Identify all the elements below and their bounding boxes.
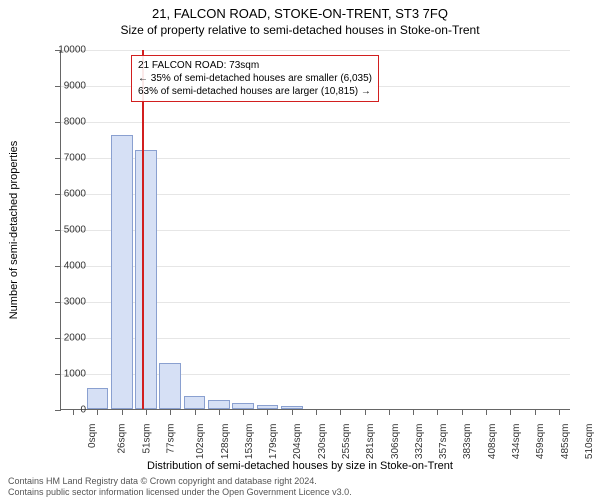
x-tick [316, 409, 317, 415]
x-tick-label: 26sqm [117, 424, 128, 454]
x-tick-label: 255sqm [341, 424, 352, 460]
bar [159, 363, 181, 409]
x-tick-label: 281sqm [365, 424, 376, 460]
marker-line [142, 50, 144, 409]
grid-line [61, 122, 570, 123]
chart-title: 21, FALCON ROAD, STOKE-ON-TRENT, ST3 7FQ [0, 0, 600, 21]
y-tick-label: 4000 [64, 261, 86, 272]
y-tick-label: 8000 [64, 117, 86, 128]
x-tick-label: 204sqm [293, 424, 304, 460]
grid-line [61, 50, 570, 51]
x-tick-label: 179sqm [268, 424, 279, 460]
y-tick [55, 374, 61, 375]
x-tick [437, 409, 438, 415]
info-line-1: 21 FALCON ROAD: 73sqm [138, 59, 372, 72]
x-tick-label: 0sqm [87, 424, 98, 448]
y-tick [55, 410, 61, 411]
plot-area: 21 FALCON ROAD: 73sqm← 35% of semi-detac… [60, 50, 570, 410]
x-tick [292, 409, 293, 415]
y-tick-label: 10000 [58, 45, 86, 56]
x-tick-label: 153sqm [244, 424, 255, 460]
bar [184, 396, 206, 409]
y-tick-label: 7000 [64, 153, 86, 164]
y-tick-label: 1000 [64, 369, 86, 380]
y-tick [55, 302, 61, 303]
x-tick-label: 77sqm [166, 424, 177, 454]
x-tick [462, 409, 463, 415]
x-tick-label: 459sqm [535, 424, 546, 460]
x-tick [510, 409, 511, 415]
footer-line-2: Contains public sector information licen… [8, 487, 592, 498]
x-tick-label: 102sqm [195, 424, 206, 460]
info-line-3: 63% of semi-detached houses are larger (… [138, 85, 372, 98]
bar [208, 400, 230, 409]
info-box: 21 FALCON ROAD: 73sqm← 35% of semi-detac… [131, 55, 379, 102]
y-tick [55, 86, 61, 87]
x-tick-label: 332sqm [414, 424, 425, 460]
x-tick-label: 128sqm [220, 424, 231, 460]
x-tick-label: 408sqm [487, 424, 498, 460]
y-tick-label: 9000 [64, 81, 86, 92]
bar [111, 135, 133, 409]
x-tick [195, 409, 196, 415]
y-axis-label: Number of semi-detached properties [8, 141, 20, 320]
y-tick [55, 338, 61, 339]
y-tick [55, 230, 61, 231]
y-tick-label: 2000 [64, 333, 86, 344]
x-tick-label: 383sqm [463, 424, 474, 460]
y-tick [55, 194, 61, 195]
y-tick-label: 3000 [64, 297, 86, 308]
x-tick-label: 230sqm [317, 424, 328, 460]
x-tick-label: 485sqm [560, 424, 571, 460]
x-tick-label: 306sqm [390, 424, 401, 460]
x-tick [535, 409, 536, 415]
x-tick [267, 409, 268, 415]
x-tick-label: 434sqm [511, 424, 522, 460]
footer: Contains HM Land Registry data © Crown c… [8, 476, 592, 498]
x-tick [122, 409, 123, 415]
x-tick [97, 409, 98, 415]
chart-subtitle: Size of property relative to semi-detach… [0, 21, 600, 37]
x-tick [170, 409, 171, 415]
x-tick [486, 409, 487, 415]
info-line-2: ← 35% of semi-detached houses are smalle… [138, 72, 372, 85]
x-tick [365, 409, 366, 415]
x-tick [219, 409, 220, 415]
x-tick [413, 409, 414, 415]
x-tick [340, 409, 341, 415]
y-tick-label: 6000 [64, 189, 86, 200]
x-axis-label: Distribution of semi-detached houses by … [0, 460, 600, 472]
y-tick [55, 158, 61, 159]
y-tick [55, 122, 61, 123]
x-tick-label: 510sqm [584, 424, 595, 460]
x-tick [559, 409, 560, 415]
chart-area: 21 FALCON ROAD: 73sqm← 35% of semi-detac… [60, 50, 570, 410]
x-tick [146, 409, 147, 415]
x-tick-label: 357sqm [438, 424, 449, 460]
y-tick-label: 0 [80, 405, 86, 416]
footer-line-1: Contains HM Land Registry data © Crown c… [8, 476, 592, 487]
y-tick-label: 5000 [64, 225, 86, 236]
x-tick [73, 409, 74, 415]
x-tick [243, 409, 244, 415]
y-tick [55, 266, 61, 267]
x-tick-label: 51sqm [141, 424, 152, 454]
bar [87, 388, 109, 409]
bar [135, 150, 157, 409]
x-tick [389, 409, 390, 415]
